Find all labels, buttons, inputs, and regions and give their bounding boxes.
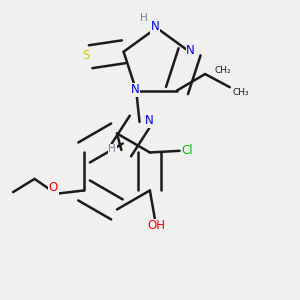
Text: H: H: [108, 144, 116, 154]
Text: CH₂: CH₂: [215, 66, 232, 75]
Text: H: H: [140, 13, 147, 23]
Text: O: O: [49, 181, 58, 194]
Text: CH₃: CH₃: [232, 88, 249, 97]
Text: OH: OH: [147, 219, 165, 232]
Text: N: N: [144, 114, 153, 128]
Text: S: S: [82, 49, 90, 62]
Text: N: N: [151, 20, 159, 33]
Text: N: N: [131, 83, 140, 96]
Text: N: N: [186, 44, 195, 57]
Text: Cl: Cl: [182, 144, 193, 157]
